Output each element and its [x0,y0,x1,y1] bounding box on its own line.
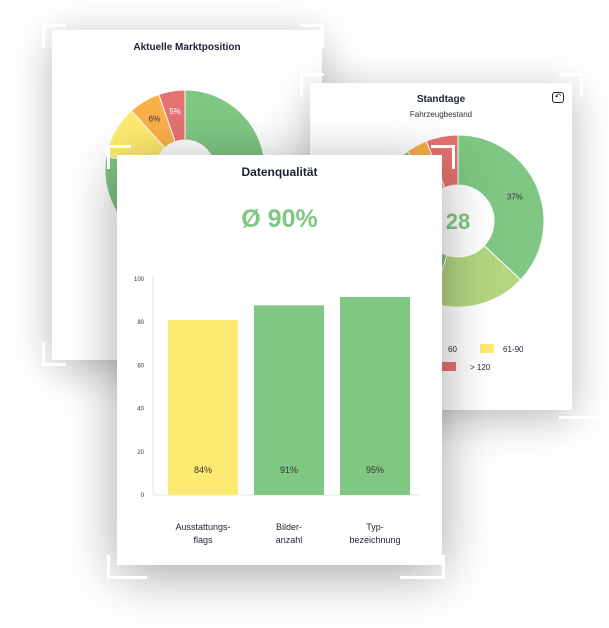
x-category-label: anzahl [276,535,303,545]
bar [340,296,410,495]
corner-bracket [300,73,324,97]
x-category-label: Bilder- [276,522,302,532]
average-value: Ø 90% [241,205,318,233]
legend-label: 61-90 [503,345,524,354]
corner-bracket [107,145,131,169]
bar [168,319,238,495]
legend-swatch [442,362,456,371]
segment-label: 6% [149,114,161,123]
legend-swatch [480,344,494,353]
market-position-title: Aktuelle Marktposition [133,42,241,53]
return-icon[interactable]: ↶ [552,92,564,103]
donut-segment [158,89,186,143]
corner-bracket [107,555,147,579]
corner-bracket [42,24,66,48]
corner-bracket [300,24,324,48]
bar-value-label: 91% [280,465,298,475]
segment-label: 5% [169,107,181,116]
corner-bracket [431,145,455,169]
standtage-subtitle: Fahrzeugbestand [409,110,473,119]
y-tick-label: 100 [134,277,145,283]
bar [254,305,324,495]
center-value: 28 [446,209,470,234]
corner-bracket [42,342,66,366]
donut-segment [457,134,545,281]
data-quality-card: Datenqualität Ø 90% 0 20 40 60 80 100 84% Ausst… [117,155,442,565]
bar-value-label: 95% [366,465,384,475]
x-category-label: Typ- [366,522,384,532]
data-quality-title: Datenqualität [241,165,318,179]
y-tick-label: 20 [137,450,144,456]
legend-label: > 120 [470,363,491,372]
y-tick-label: 0 [141,493,145,499]
x-category-label: flags [193,535,213,545]
corner-bracket [559,73,583,97]
legend-label: 60 [448,345,457,354]
standtage-title: Standtage [416,94,466,105]
data-quality-bar-chart: 0 20 40 60 80 100 84% Ausstattungs-flags 91% Bild… [134,275,421,545]
corner-bracket [559,395,604,419]
x-category-label: bezeichnung [349,535,400,545]
segment-label: 37% [507,192,523,201]
y-tick-label: 80 [137,320,144,326]
donut-segment [425,134,459,189]
x-category-label: Ausstattungs- [175,522,230,532]
corner-bracket [400,555,445,579]
y-tick-label: 60 [137,363,144,369]
bar-value-label: 84% [194,465,212,475]
y-tick-label: 40 [137,407,144,413]
